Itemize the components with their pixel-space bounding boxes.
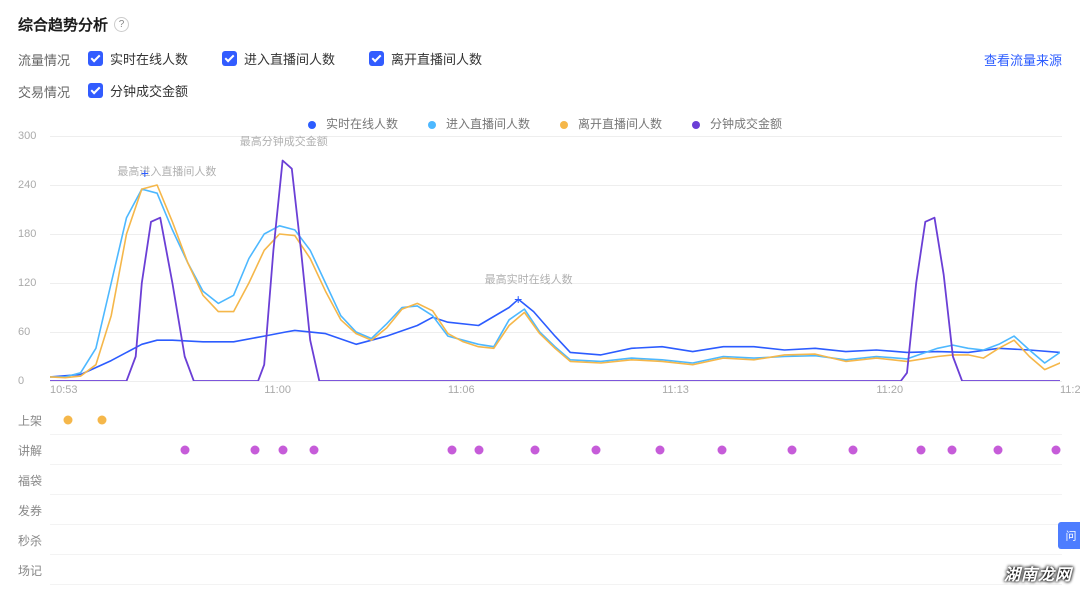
- event-track: [50, 495, 1062, 525]
- event-label: 上架: [18, 412, 50, 429]
- y-tick: 300: [18, 130, 36, 142]
- checkbox-label: 离开直播间人数: [391, 49, 482, 68]
- y-tick: 120: [18, 277, 36, 289]
- event-row-场记: 场记: [18, 555, 1062, 585]
- x-tick: 11:00: [264, 384, 291, 396]
- event-row-发券: 发券: [18, 495, 1062, 525]
- event-dot: [98, 415, 107, 424]
- event-dot: [251, 445, 260, 454]
- view-source-link[interactable]: 查看流量来源: [984, 50, 1062, 69]
- event-dot: [1051, 445, 1060, 454]
- event-track: [50, 435, 1062, 465]
- event-dot: [279, 445, 288, 454]
- event-dot: [947, 445, 956, 454]
- checkbox-icon: [369, 51, 384, 66]
- x-tick: 11:20: [876, 384, 903, 396]
- page-title: 综合趋势分析: [18, 14, 108, 35]
- checkbox-label: 进入直播间人数: [244, 49, 335, 68]
- peak-marker-icon: +: [514, 291, 522, 307]
- watermark: 湖南龙网: [1004, 561, 1072, 585]
- event-label: 秒杀: [18, 532, 50, 549]
- legend-item: 进入直播间人数: [418, 117, 530, 131]
- event-dot: [656, 445, 665, 454]
- chart-legend: 实时在线人数 进入直播间人数 离开直播间人数 分钟成交金额: [0, 107, 1080, 136]
- x-tick: 11:06: [448, 384, 475, 396]
- checkbox-icon: [88, 51, 103, 66]
- event-dot: [475, 445, 484, 454]
- event-dot: [788, 445, 797, 454]
- legend-item: 实时在线人数: [298, 117, 398, 131]
- y-tick: 240: [18, 179, 36, 191]
- event-dot: [64, 415, 73, 424]
- checkbox-label: 分钟成交金额: [110, 81, 188, 100]
- event-tracks: 上架讲解福袋发券秒杀场记: [0, 405, 1080, 585]
- legend-item: 分钟成交金额: [682, 117, 782, 131]
- checkbox-icon: [222, 51, 237, 66]
- checkbox-label: 实时在线人数: [110, 49, 188, 68]
- event-dot: [180, 445, 189, 454]
- peak-marker-icon: +: [141, 165, 149, 181]
- y-tick: 180: [18, 228, 36, 240]
- feedback-button[interactable]: 问: [1058, 522, 1080, 549]
- event-track: [50, 525, 1062, 555]
- event-dot: [849, 445, 858, 454]
- event-dot: [717, 445, 726, 454]
- event-row-讲解: 讲解: [18, 435, 1062, 465]
- y-tick: 0: [18, 375, 24, 387]
- event-label: 福袋: [18, 472, 50, 489]
- event-dot: [916, 445, 925, 454]
- chart-annotation: 最高分钟成交金额: [240, 133, 328, 149]
- x-tick: 11:26: [1060, 384, 1080, 396]
- event-dot: [530, 445, 539, 454]
- chart-annotation: 最高实时在线人数: [485, 271, 573, 287]
- event-dot: [993, 445, 1002, 454]
- chart-annotation: 最高进入直播间人数: [117, 163, 216, 179]
- legend-item: 离开直播间人数: [550, 117, 662, 131]
- traffic-label: 流量情况: [18, 50, 88, 69]
- trade-label: 交易情况: [18, 82, 88, 101]
- checkbox-分钟成交金额[interactable]: 分钟成交金额: [88, 81, 188, 100]
- help-icon[interactable]: ?: [114, 17, 129, 32]
- event-row-福袋: 福袋: [18, 465, 1062, 495]
- event-label: 发券: [18, 502, 50, 519]
- event-dot: [591, 445, 600, 454]
- trade-filter-row: 交易情况 分钟成交金额: [0, 75, 1080, 107]
- event-track: [50, 555, 1062, 585]
- x-tick: 11:13: [662, 384, 689, 396]
- event-label: 讲解: [18, 442, 50, 459]
- x-tick: 10:53: [50, 384, 78, 396]
- event-track: [50, 465, 1062, 495]
- event-label: 场记: [18, 562, 50, 579]
- event-track: [50, 405, 1062, 435]
- y-tick: 60: [18, 326, 30, 338]
- checkbox-实时在线人数[interactable]: 实时在线人数: [88, 49, 188, 68]
- traffic-filter-row: 流量情况 实时在线人数 进入直播间人数 离开直播间人数 查看流量来源: [0, 43, 1080, 75]
- event-row-上架: 上架: [18, 405, 1062, 435]
- checkbox-进入直播间人数[interactable]: 进入直播间人数: [222, 49, 335, 68]
- checkbox-icon: [88, 83, 103, 98]
- event-row-秒杀: 秒杀: [18, 525, 1062, 555]
- event-dot: [309, 445, 318, 454]
- checkbox-离开直播间人数[interactable]: 离开直播间人数: [369, 49, 482, 68]
- trend-chart: 06012018024030010:5311:0011:0611:1311:20…: [18, 136, 1062, 381]
- event-dot: [447, 445, 456, 454]
